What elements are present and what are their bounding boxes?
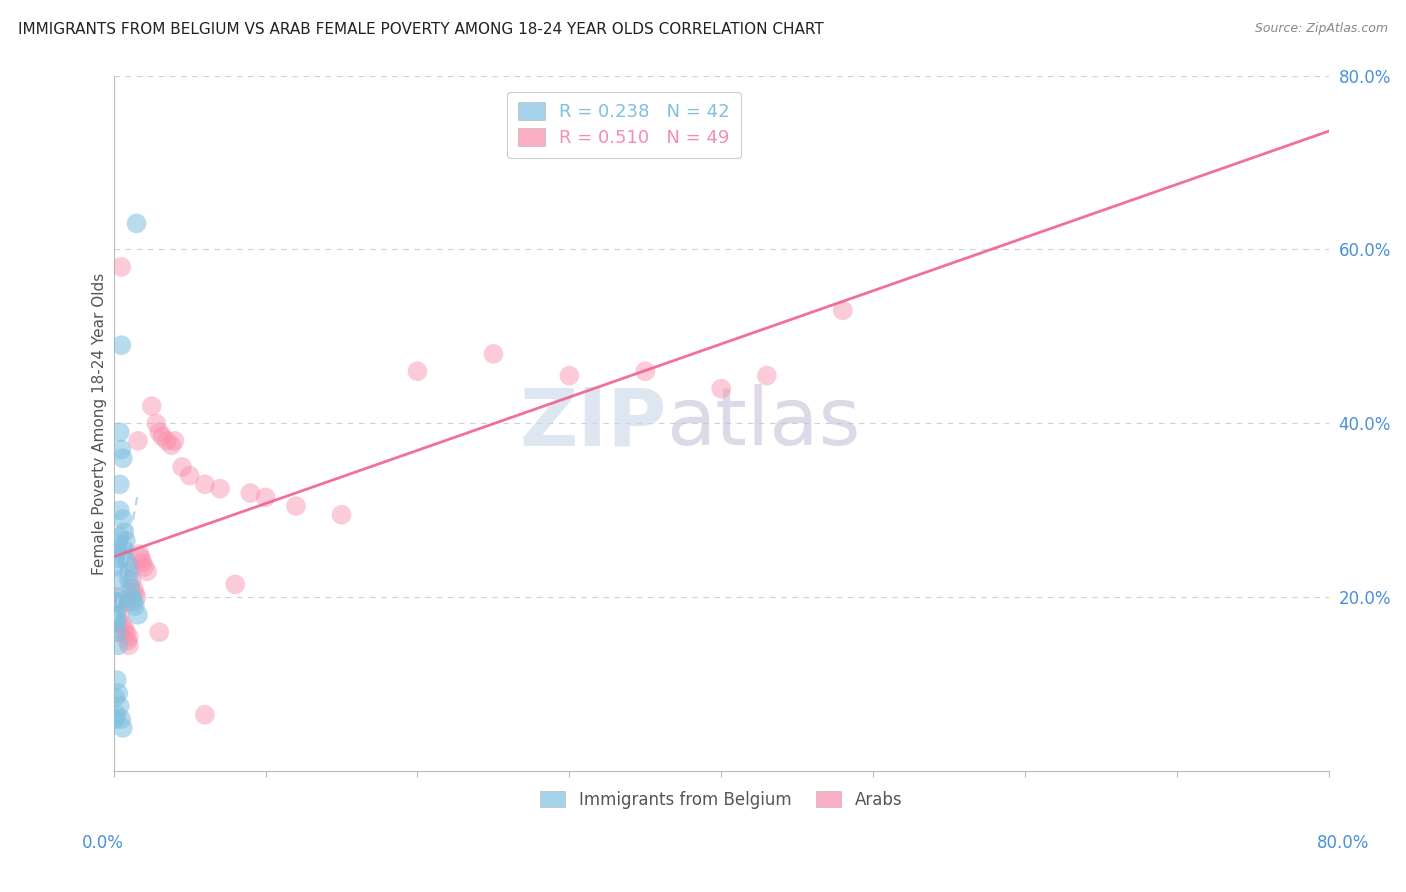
Text: 0.0%: 0.0% [82,834,124,852]
Point [239,486,262,500]
Point [111,512,134,526]
Point [108,477,131,491]
Point [107,686,129,700]
Point [118,630,141,644]
Point [122,582,145,596]
Point [120,560,142,574]
Point [105,591,128,605]
Point [208,482,231,496]
Point [111,547,134,561]
Point [107,551,129,566]
Point [115,533,138,548]
Point [129,551,152,566]
Point [179,468,201,483]
Text: 80.0%: 80.0% [1316,834,1369,852]
Point [105,612,128,626]
Point [104,616,127,631]
Point [156,434,179,448]
Point [122,595,145,609]
Point [105,595,128,609]
Point [558,368,581,383]
Point [105,603,128,617]
Point [121,573,143,587]
Point [107,560,129,574]
Point [128,547,150,561]
Point [104,595,127,609]
Point [194,707,217,722]
Point [104,607,127,622]
Point [224,577,246,591]
Legend: Immigrants from Belgium, Arabs: Immigrants from Belgium, Arabs [534,784,908,815]
Point [160,438,183,452]
Point [110,538,132,552]
Point [145,417,167,431]
Text: ZIP: ZIP [519,384,666,462]
Point [148,625,170,640]
Point [112,621,135,635]
Point [107,573,129,587]
Point [110,260,132,274]
Point [110,712,132,726]
Point [107,599,129,613]
Point [115,625,138,640]
Point [125,216,148,230]
Point [108,625,131,640]
Point [104,690,127,705]
Point [406,364,429,378]
Point [118,564,141,578]
Point [112,542,135,557]
Text: Source: ZipAtlas.com: Source: ZipAtlas.com [1254,22,1388,36]
Point [127,434,149,448]
Point [111,721,134,735]
Point [330,508,353,522]
Point [110,442,132,457]
Point [634,364,657,378]
Point [105,707,128,722]
Point [124,599,146,613]
Point [111,451,134,466]
Point [115,595,138,609]
Point [121,591,143,605]
Point [111,542,134,557]
Point [194,477,217,491]
Point [110,616,132,631]
Point [104,712,127,726]
Point [148,425,170,439]
Point [170,459,193,474]
Point [120,582,142,596]
Point [108,503,131,517]
Point [141,399,163,413]
Point [150,429,173,443]
Point [108,425,131,439]
Point [163,434,186,448]
Point [117,634,139,648]
Point [124,586,146,600]
Point [125,591,148,605]
Point [132,560,155,574]
Point [710,382,733,396]
Point [105,673,128,687]
Point [118,573,141,587]
Point [105,625,128,640]
Point [136,564,159,578]
Y-axis label: Female Poverty Among 18-24 Year Olds: Female Poverty Among 18-24 Year Olds [93,272,107,574]
Point [482,347,505,361]
Point [108,607,131,622]
Point [118,638,141,652]
Point [112,525,135,540]
Point [108,529,131,543]
Point [107,591,129,605]
Text: atlas: atlas [666,384,860,462]
Point [117,556,139,570]
Point [108,699,131,714]
Point [831,303,853,318]
Point [755,368,778,383]
Point [285,499,308,513]
Point [110,338,132,352]
Point [254,491,277,505]
Point [131,556,153,570]
Point [127,607,149,622]
Point [107,638,129,652]
Text: IMMIGRANTS FROM BELGIUM VS ARAB FEMALE POVERTY AMONG 18-24 YEAR OLDS CORRELATION: IMMIGRANTS FROM BELGIUM VS ARAB FEMALE P… [18,22,824,37]
